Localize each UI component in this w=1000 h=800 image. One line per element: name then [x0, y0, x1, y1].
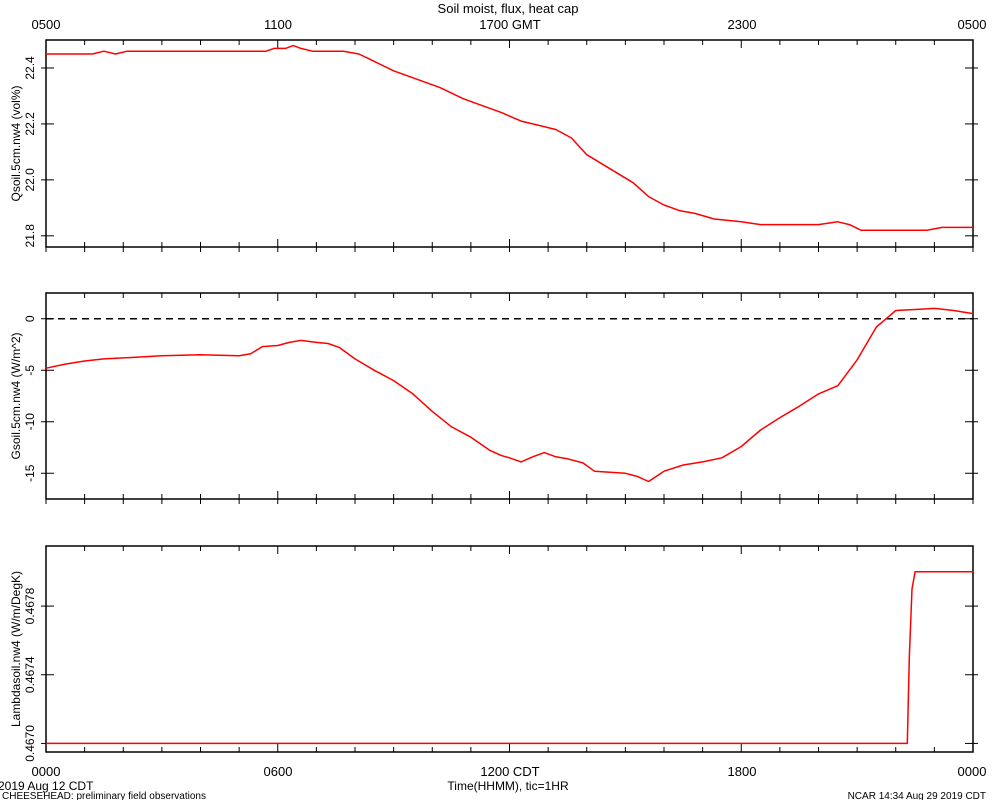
series-line: [46, 44, 973, 231]
cdt-tick-label-3: 1800: [728, 764, 757, 779]
y-tick-label: 0.4678: [23, 587, 37, 624]
y-axis-label: Lambdasoil.nw4 (W/m/DegK): [9, 571, 23, 727]
series-line: [46, 570, 973, 745]
y-tick-label: -15: [23, 464, 37, 482]
series-line: [45, 307, 974, 483]
x-axis-label: Time(HHMM), tic=1HR: [447, 779, 569, 793]
y-tick-label: -10: [23, 413, 37, 431]
y-tick-label: 0.4674: [23, 656, 37, 693]
gmt-tick-label-4: 0500: [958, 17, 987, 32]
chart-title: Soil moist, flux, heat cap: [438, 1, 579, 16]
y-tick-label: 0.4670: [23, 725, 37, 762]
y-tick-label: 22.0: [23, 168, 37, 192]
y-axis-label: Qsoil.5cm.nw4 (vol%): [9, 85, 23, 201]
cdt-tick-label-1: 0600: [264, 764, 293, 779]
cdt-tick-label-2: 1200 CDT: [480, 764, 539, 779]
y-tick-label: 0: [23, 315, 37, 322]
footer-project: CHEESEHEAD: preliminary field observatio…: [2, 791, 206, 800]
footer-date: 2019 Aug 12 CDT: [0, 779, 94, 793]
plot-frame: [45, 545, 974, 753]
cdt-tick-label-4: 0000: [958, 764, 987, 779]
cdt-tick-label-0: 0000: [32, 764, 61, 779]
plot-frame: [45, 39, 974, 248]
gmt-tick-label-2: 1700 GMT: [479, 17, 540, 32]
y-tick-label: 22.4: [23, 56, 37, 80]
footer-ncar: NCAR 14:34 Aug 29 2019 CDT: [848, 791, 986, 800]
y-tick-label: 22.2: [23, 112, 37, 136]
gmt-tick-label-3: 2300: [728, 17, 757, 32]
y-axis-label: Gsoil.5cm.nw4 (W/m^2): [9, 333, 23, 460]
gmt-tick-label-1: 1100: [264, 17, 292, 32]
y-tick-label: -5: [23, 365, 37, 376]
y-tick-label: 21.8: [23, 224, 37, 248]
plot-frame: [45, 292, 974, 500]
gmt-tick-label-0: 0500: [32, 17, 61, 32]
panel-soil-heat-flux: -15 -10 -5 0 Gsoil.5cm.nw4 (W/m^2): [9, 292, 978, 504]
